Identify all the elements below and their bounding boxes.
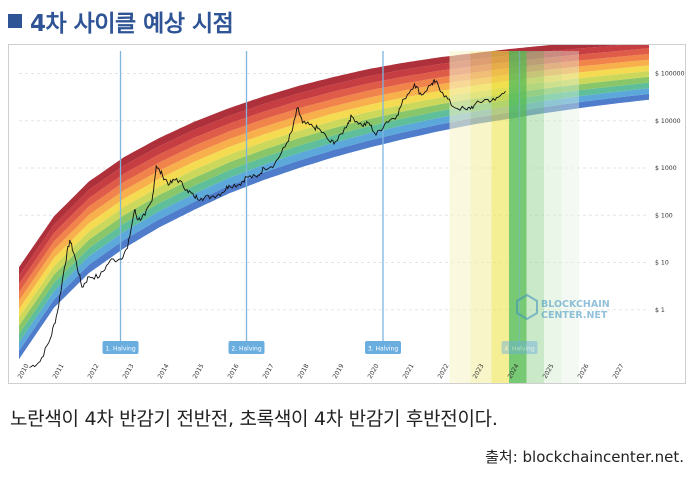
rainbow-band [19, 48, 649, 293]
x-tick-label: 2027 [612, 363, 626, 380]
heading-title: 4차 사이클 예상 시점 [30, 11, 234, 37]
x-tick-label: 2019 [332, 363, 346, 380]
svg-text:2. Halving: 2. Halving [231, 346, 262, 353]
rainbow-band [19, 76, 649, 335]
halving-label: 3. Halving [365, 341, 401, 354]
y-tick-label: $ 10000 [655, 118, 681, 125]
halving-label: 2. Halving [228, 341, 265, 354]
x-tick-label: 2013 [122, 363, 136, 380]
svg-text:CENTER.NET: CENTER.NET [541, 310, 608, 321]
x-tick-label: 2022 [437, 363, 451, 380]
highlight-band [470, 51, 492, 383]
y-tick-label: $ 1 [655, 307, 665, 314]
x-tick-label: 2010 [17, 363, 31, 380]
svg-text:BLOCKCHAIN: BLOCKCHAIN [541, 299, 610, 310]
highlight-band [544, 51, 562, 383]
source-text: 출처: blockchaincenter.net. [485, 448, 684, 466]
x-tick-label: 2020 [367, 363, 381, 380]
caption-text: 노란색이 4차 반감기 전반전, 초록색이 4차 반감기 후반전이다. [10, 408, 498, 430]
x-tick-label: 2014 [157, 363, 171, 380]
x-tick-label: 2011 [52, 363, 66, 380]
x-tick-label: 2017 [262, 363, 276, 380]
y-tick-label: $ 100 [655, 212, 673, 219]
svg-text:1. Halving: 1. Halving [105, 346, 136, 353]
halving-label: 4. Halving [501, 341, 538, 354]
rainbow-band [19, 65, 649, 318]
x-tick-label: 2016 [227, 363, 241, 380]
x-tick-label: 2018 [297, 363, 311, 380]
rainbow-band [19, 59, 649, 309]
rainbow-chart: 1. Halving 2. Halving 3. Halving 4. Halving… [8, 44, 686, 384]
price-line [29, 78, 506, 368]
heading-square-icon [8, 14, 22, 28]
x-tick-label: 2012 [87, 363, 101, 380]
x-tick-label: 2015 [192, 363, 206, 380]
y-tick-label: $ 1000 [655, 165, 677, 172]
rainbow-band [19, 82, 649, 343]
highlight-band [561, 51, 579, 383]
highlight-band [491, 51, 509, 383]
rainbow-band [19, 71, 649, 326]
section-heading: 4차 사이클 예상 시점 [8, 4, 234, 38]
rainbow-band [19, 53, 649, 301]
x-tick-label: 2021 [402, 363, 416, 380]
svg-text:4. Halving: 4. Halving [504, 346, 535, 353]
highlight-band [526, 51, 544, 383]
highlight-band [449, 51, 471, 383]
y-tick-label: $ 10 [655, 260, 669, 267]
halving-label: 1. Halving [102, 341, 139, 354]
svg-text:3. Halving: 3. Halving [368, 346, 399, 353]
chart-svg: 1. Halving 2. Halving 3. Halving 4. Halving… [17, 45, 685, 383]
y-tick-label: $ 100000 [655, 71, 685, 78]
highlight-band [509, 51, 527, 383]
